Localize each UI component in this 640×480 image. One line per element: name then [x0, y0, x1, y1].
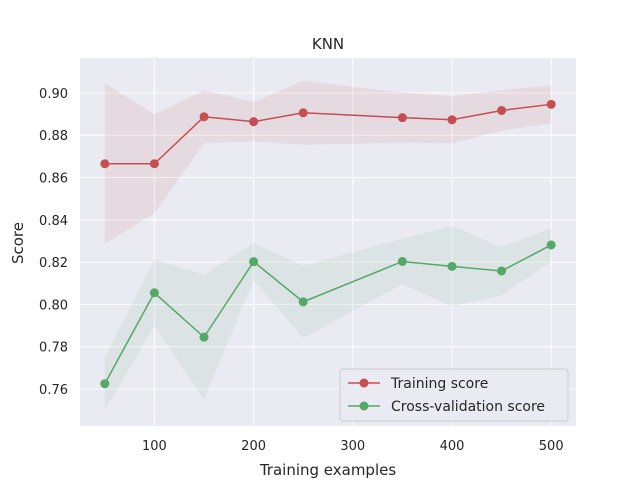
- data-point: [447, 261, 457, 271]
- legend-label-training: Training score: [390, 376, 488, 392]
- x-tick-labels: 100 200 300 400 500: [142, 439, 564, 454]
- x-tick-label: 100: [142, 439, 167, 454]
- data-point: [397, 256, 407, 266]
- legend-box: [339, 368, 569, 422]
- y-tick-label: 0.90: [39, 87, 68, 102]
- data-point: [100, 159, 110, 169]
- data-point: [149, 159, 159, 169]
- y-tick-label: 0.88: [39, 129, 68, 144]
- data-point: [447, 115, 457, 125]
- y-tick-labels: 0.76 0.78 0.80 0.82 0.84 0.86 0.88 0.90: [39, 87, 68, 398]
- data-point: [149, 288, 159, 298]
- legend: Training score Cross-validation score: [339, 368, 569, 422]
- x-axis-label: Training examples: [259, 461, 397, 479]
- data-point: [298, 108, 308, 118]
- data-point: [546, 99, 556, 109]
- y-tick-label: 0.84: [39, 214, 68, 229]
- x-tick-label: 400: [440, 439, 465, 454]
- x-tick-label: 300: [340, 439, 365, 454]
- data-point: [497, 266, 507, 276]
- data-point: [249, 117, 259, 127]
- x-tick-label: 500: [539, 439, 564, 454]
- score-bands: [104, 80, 552, 410]
- data-point: [100, 379, 110, 389]
- data-point: [397, 113, 407, 123]
- chart-title: KNN: [312, 35, 344, 53]
- plot-background: [80, 58, 576, 426]
- legend-label-cross-validation: Cross-validation score: [391, 399, 545, 415]
- data-point: [497, 105, 507, 115]
- y-tick-label: 0.80: [39, 298, 68, 313]
- grid-lines: [80, 58, 576, 426]
- data-point: [249, 257, 259, 267]
- score-band: [104, 80, 552, 245]
- data-point: [199, 332, 209, 342]
- data-point: [298, 297, 308, 307]
- data-point: [546, 240, 556, 250]
- data-point: [199, 112, 209, 122]
- y-tick-label: 0.78: [39, 341, 68, 356]
- legend-marker-cross-validation: [359, 401, 369, 411]
- legend-marker-training: [359, 378, 369, 388]
- score-band: [104, 226, 552, 410]
- y-axis-label: Score: [9, 222, 27, 264]
- x-tick-label: 200: [241, 439, 266, 454]
- y-tick-label: 0.76: [39, 383, 68, 398]
- score-markers: [100, 99, 556, 389]
- y-tick-label: 0.86: [39, 171, 68, 186]
- y-tick-label: 0.82: [39, 256, 68, 271]
